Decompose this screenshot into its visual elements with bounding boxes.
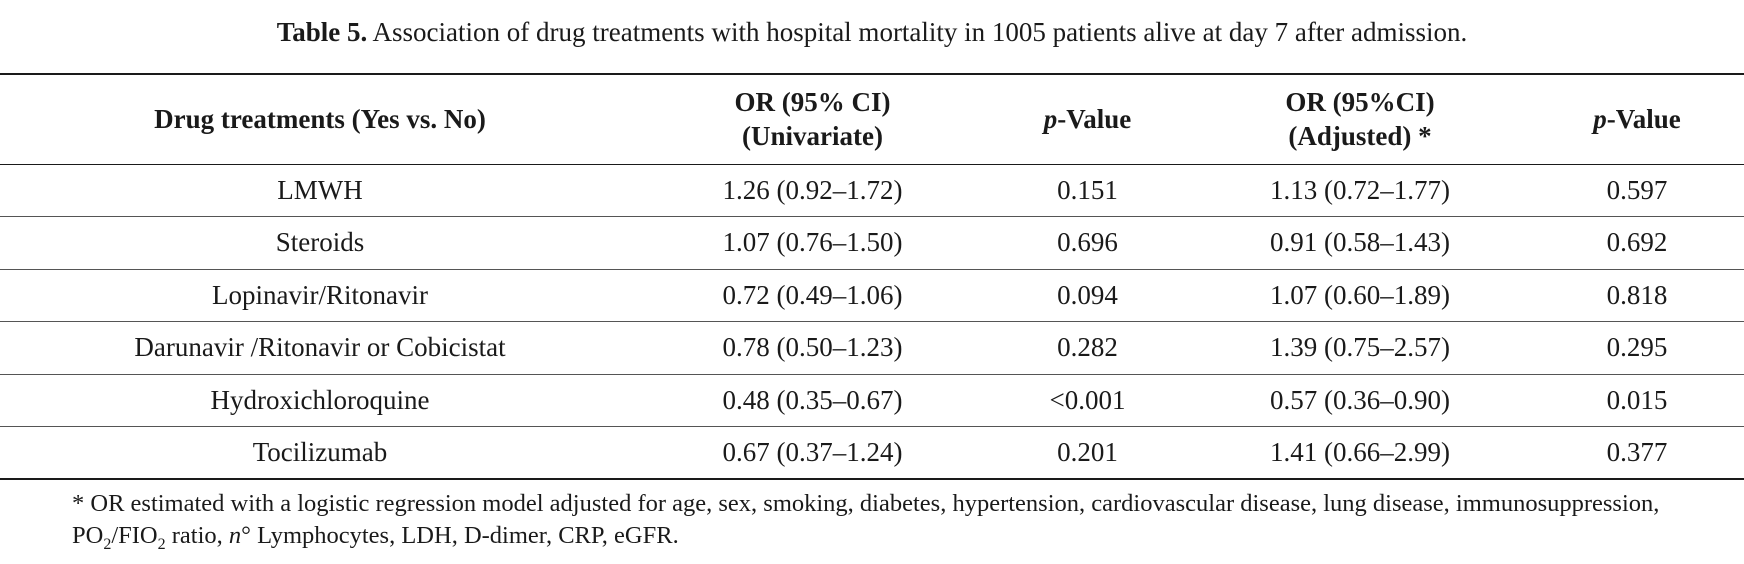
cell-p-adjusted: 0.377 <box>1606 437 1668 467</box>
cell-drug: Lopinavir/Ritonavir <box>212 279 428 310</box>
header-p-italic: p <box>1593 104 1607 135</box>
footnote-subscript: 2 <box>103 535 112 553</box>
cell-p-adjusted: 0.692 <box>1606 227 1668 258</box>
table-footnote: * OR estimated with a logistic regressio… <box>72 488 1712 552</box>
header-or-adjusted-line2: (Adjusted) * <box>1288 121 1432 152</box>
header-p-italic: p <box>1043 104 1058 135</box>
cell-p-univariate: 0.094 <box>1057 279 1118 310</box>
header-p-value-adjusted: p-Value <box>1530 74 1744 164</box>
cell-p-adjusted: 0.295 <box>1606 332 1668 363</box>
cell-p-univariate: <0.001 <box>1049 384 1126 415</box>
header-drug: Drug treatments (Yes vs. No) <box>154 104 486 135</box>
caption-label: Table 5. <box>276 17 368 47</box>
cell-or-univariate: 0.78 (0.50–1.23) <box>722 332 903 363</box>
results-table: Drug treatments (Yes vs. No) OR (95% CI)… <box>0 73 1744 480</box>
cell-p-adjusted: 0.015 <box>1606 384 1668 415</box>
cell-drug: LMWH <box>277 174 363 205</box>
header-p-value-univariate: p-Value <box>985 74 1190 164</box>
footnote-part2: /FIO <box>111 522 158 549</box>
cell-p-univariate: 0.201 <box>1057 437 1118 467</box>
cell-p-univariate: 0.151 <box>1057 174 1118 205</box>
cell-or-univariate: 0.72 (0.49–1.06) <box>722 279 903 310</box>
header-p-suffix: -Value <box>1057 104 1132 135</box>
table-row: Lopinavir/Ritonavir 0.72 (0.49–1.06) 0.0… <box>0 269 1744 322</box>
cell-drug: Tocilizumab <box>252 437 388 467</box>
caption-text: Association of drug treatments with hosp… <box>372 17 1468 47</box>
cell-or-univariate: 0.48 (0.35–0.67) <box>722 384 903 415</box>
cell-drug: Hydroxichloroquine <box>210 384 430 415</box>
cell-or-adjusted: 1.07 (0.60–1.89) <box>1270 279 1450 310</box>
cell-p-univariate: 0.282 <box>1057 332 1118 363</box>
cell-or-adjusted: 1.13 (0.72–1.77) <box>1270 174 1450 205</box>
cell-p-adjusted: 0.597 <box>1606 174 1668 205</box>
table-row: LMWH 1.26 (0.92–1.72) 0.151 1.13 (0.72–1… <box>0 164 1744 217</box>
cell-or-univariate: 1.07 (0.76–1.50) <box>722 227 903 258</box>
header-or-adjusted-line1: OR (95%CI) <box>1285 87 1435 118</box>
header-row: Drug treatments (Yes vs. No) OR (95% CI)… <box>0 74 1744 164</box>
cell-or-adjusted: 0.91 (0.58–1.43) <box>1270 227 1450 258</box>
header-or-univariate: OR (95% CI) (Univariate) <box>640 74 985 164</box>
table-caption: Table 5. Association of drug treatments … <box>0 14 1744 50</box>
table-row: Hydroxichloroquine 0.48 (0.35–0.67) <0.0… <box>0 374 1744 427</box>
cell-drug: Darunavir /Ritonavir or Cobicistat <box>134 332 506 363</box>
cell-or-univariate: 0.67 (0.37–1.24) <box>722 437 903 467</box>
table-header: Drug treatments (Yes vs. No) OR (95% CI)… <box>0 74 1744 164</box>
table-row: Steroids 1.07 (0.76–1.50) 0.696 0.91 (0.… <box>0 217 1744 269</box>
table-row: Tocilizumab 0.67 (0.37–1.24) 0.201 1.41 … <box>0 427 1744 479</box>
table-row: Darunavir /Ritonavir or Cobicistat 0.78 … <box>0 322 1744 374</box>
header-or-univariate-line2: (Univariate) <box>742 121 883 152</box>
footnote-n-italic: n <box>228 522 242 549</box>
table-body: LMWH 1.26 (0.92–1.72) 0.151 1.13 (0.72–1… <box>0 164 1744 479</box>
cell-p-adjusted: 0.818 <box>1606 279 1668 310</box>
cell-or-adjusted: 0.57 (0.36–0.90) <box>1270 384 1450 415</box>
cell-or-adjusted: 1.41 (0.66–2.99) <box>1270 437 1450 467</box>
cell-or-univariate: 1.26 (0.92–1.72) <box>722 174 903 205</box>
header-or-adjusted: OR (95%CI) (Adjusted) * <box>1190 74 1530 164</box>
footnote-part4: ° Lymphocytes, LDH, D-dimer, CRP, eGFR. <box>241 522 679 549</box>
cell-drug: Steroids <box>275 227 365 258</box>
footnote-subscript: 2 <box>157 535 166 553</box>
footnote-part1: * OR estimated with a logistic regressio… <box>72 490 1660 549</box>
cell-or-adjusted: 1.39 (0.75–2.57) <box>1270 332 1450 363</box>
footnote-part3: ratio, <box>165 522 229 549</box>
cell-p-univariate: 0.696 <box>1057 227 1118 258</box>
header-p-suffix: -Value <box>1606 104 1681 135</box>
header-or-univariate-line1: OR (95% CI) <box>734 87 891 118</box>
